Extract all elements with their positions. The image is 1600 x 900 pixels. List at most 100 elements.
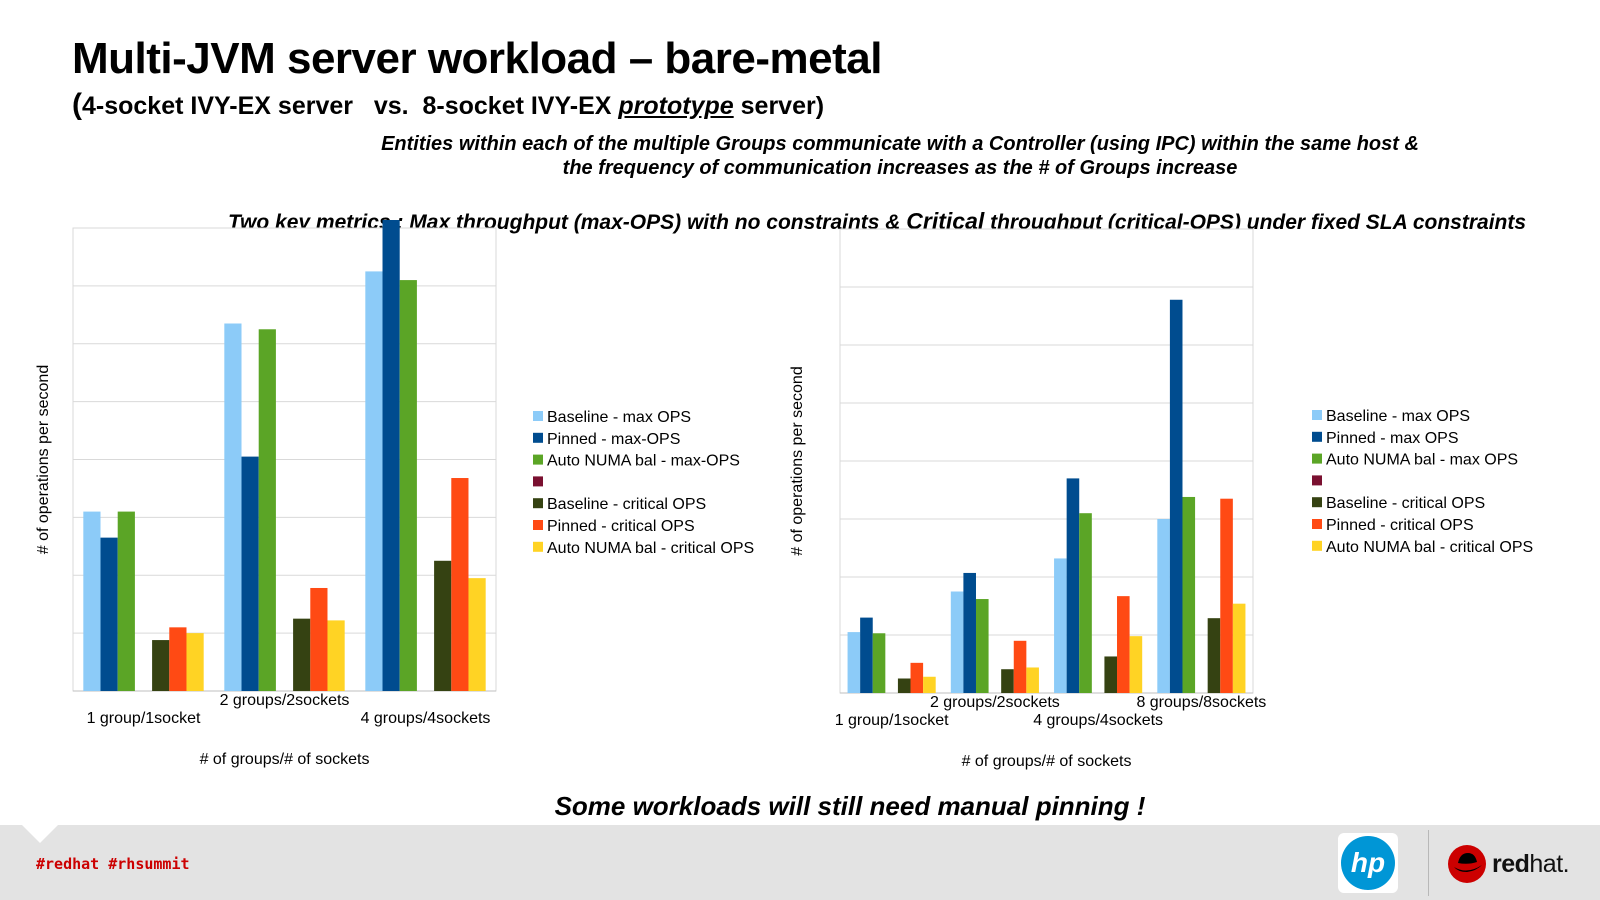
legend-label: Pinned - critical OPS <box>547 518 695 535</box>
legend-swatch <box>533 432 543 443</box>
category-label: 1 group/1socket <box>835 712 949 729</box>
bar-baseline-critical-ops-1 <box>293 618 311 691</box>
legend-label: Pinned - critical OPS <box>1326 517 1474 534</box>
legend-swatch <box>1312 410 1322 420</box>
x-axis-title: # of groups/# of sockets <box>962 753 1132 770</box>
footer-hashtags: #redhat #rhsummit <box>36 855 190 873</box>
description-line-1: Entities within each of the multiple Gro… <box>381 133 1419 155</box>
legend-label: Auto NUMA bal - max-OPS <box>547 453 740 470</box>
legend-label: Baseline - max OPS <box>1326 408 1470 425</box>
bar-baseline-max-ops-3 <box>1157 519 1170 693</box>
redhat-logo-hat: hat. <box>1529 850 1570 878</box>
legend-label: Auto NUMA bal - critical OPS <box>547 540 754 557</box>
bar-auto-numa-bal-critical-ops-1 <box>1026 667 1039 693</box>
bar-auto-numa-bal-max-ops-0 <box>872 633 886 693</box>
legend-swatch <box>1312 475 1322 486</box>
legend-label: Auto NUMA bal - critical OPS <box>1326 539 1533 556</box>
legend-swatch <box>533 498 543 509</box>
bar-baseline-critical-ops-1 <box>1001 669 1014 693</box>
bar-auto-numa-bal-max-ops-1 <box>975 599 989 693</box>
hp-logo-icon: hp <box>1338 833 1398 893</box>
legend-swatch <box>1312 519 1322 529</box>
y-axis-title: # of operations per second <box>35 365 52 554</box>
bar-pinned-critical-ops-2 <box>1117 596 1130 693</box>
slide-title: Multi-JVM server workload – bare-metal <box>72 34 882 83</box>
bar-baseline-critical-ops-0 <box>152 640 170 691</box>
metrics-part2: throughput (critical-OPS) under fixed SL… <box>984 211 1527 234</box>
footer-bar <box>0 825 1600 900</box>
legend-label: Auto NUMA bal - max OPS <box>1326 452 1518 469</box>
legend-label: Baseline - max OPS <box>547 409 691 426</box>
bar-baseline-max-ops-0 <box>847 632 861 693</box>
bar-baseline-critical-ops-2 <box>1104 656 1118 693</box>
bar-baseline-max-ops-1 <box>950 591 964 693</box>
subtitle-prototype: prototype <box>618 92 734 120</box>
hp-logo-circle <box>1341 836 1395 890</box>
category-label: 2 groups/2sockets <box>930 694 1060 711</box>
bar-baseline-max-ops-1 <box>224 323 242 691</box>
category-label: 8 groups/8sockets <box>1136 694 1266 711</box>
slide-subtitle: (4-socket IVY-EX server vs. 8-socket IVY… <box>72 88 824 122</box>
bar-pinned-max-ops-0 <box>860 617 873 693</box>
category-label: 1 group/1socket <box>87 710 201 727</box>
chart-4-socket: 1 group/1socket 2 groups/2sockets 4 groups… <box>35 220 754 768</box>
category-label: 4 groups/4sockets <box>361 710 491 727</box>
legend-swatch <box>1312 453 1322 464</box>
bar-auto-numa-bal-max-ops-0 <box>117 511 135 691</box>
bar-pinned-max-ops-1 <box>241 456 259 691</box>
bar-pinned-max-ops-0 <box>100 537 118 691</box>
bar-auto-numa-bal-max-ops-1 <box>258 329 276 691</box>
x-axis-title: # of groups/# of sockets <box>200 751 370 768</box>
bar-auto-numa-bal-critical-ops-0 <box>923 676 936 693</box>
bar-baseline-critical-ops-2 <box>434 560 452 691</box>
legend-swatch <box>533 520 543 530</box>
legend-swatch <box>1312 540 1322 551</box>
bar-pinned-max-ops-1 <box>963 572 976 693</box>
bar-auto-numa-bal-critical-ops-1 <box>327 620 345 691</box>
bar-pinned-max-ops-2 <box>382 220 400 691</box>
bar-auto-numa-bal-critical-ops-3 <box>1232 603 1246 693</box>
bar-auto-numa-bal-critical-ops-0 <box>186 633 204 691</box>
category-label: 2 groups/2sockets <box>220 692 350 709</box>
bar-pinned-critical-ops-0 <box>169 627 187 691</box>
subtitle-part1: 4-socket IVY-EX server vs. 8-socket IVY-… <box>82 92 619 120</box>
legend-label: Baseline - critical OPS <box>1326 495 1485 512</box>
bar-auto-numa-bal-max-ops-2 <box>1079 513 1092 693</box>
legend-swatch <box>1312 431 1322 442</box>
legend-swatch <box>533 541 543 552</box>
bar-pinned-max-ops-2 <box>1066 478 1080 693</box>
bar-pinned-max-ops-3 <box>1169 299 1183 693</box>
description-line-2: the frequency of communication increases… <box>562 157 1238 179</box>
bar-auto-numa-bal-critical-ops-2 <box>1129 636 1143 693</box>
redhat-logo-text: redhat. <box>1492 850 1570 879</box>
legend-label: Baseline - critical OPS <box>547 496 706 513</box>
bar-baseline-max-ops-2 <box>1054 558 1067 693</box>
subtitle-paren: ( <box>72 88 82 121</box>
bar-baseline-max-ops-2 <box>365 271 383 691</box>
hp-logo-text: hp <box>1351 847 1385 878</box>
redhat-logo-red: red <box>1492 850 1530 878</box>
bar-pinned-critical-ops-3 <box>1220 498 1233 693</box>
legend-swatch <box>533 454 543 465</box>
footer-divider <box>1428 830 1429 896</box>
bar-pinned-critical-ops-1 <box>1013 640 1027 693</box>
bar-pinned-critical-ops-2 <box>451 478 469 691</box>
bar-auto-numa-bal-max-ops-3 <box>1182 496 1196 693</box>
bar-auto-numa-bal-critical-ops-2 <box>468 578 486 691</box>
legend-swatch <box>533 411 543 421</box>
footer-notch <box>22 825 58 843</box>
bar-baseline-max-ops-0 <box>83 511 101 691</box>
y-axis-title: # of operations per second <box>790 366 806 555</box>
legend-label: Pinned - max OPS <box>1326 430 1459 447</box>
legend-label: Pinned - max-OPS <box>547 431 680 448</box>
bar-baseline-critical-ops-0 <box>897 678 911 693</box>
conclusion-text: Some workloads will still need manual pi… <box>554 791 1146 821</box>
bar-baseline-critical-ops-3 <box>1207 618 1221 693</box>
subtitle-part2: server) <box>733 92 825 120</box>
bar-pinned-critical-ops-0 <box>910 662 924 693</box>
category-label: 4 groups/4sockets <box>1033 712 1163 729</box>
legend-swatch <box>533 476 543 487</box>
bar-pinned-critical-ops-1 <box>310 587 328 691</box>
redhat-shadowman-icon <box>1448 845 1486 883</box>
